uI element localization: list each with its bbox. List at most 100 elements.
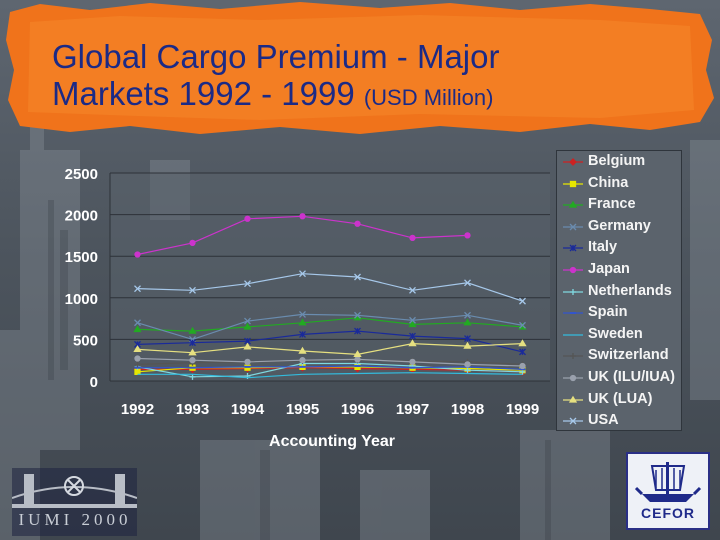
legend-label: China (588, 174, 629, 191)
y-tick-label: 0 (90, 374, 98, 391)
slide-title: Global Cargo Premium - Major Markets 199… (52, 38, 499, 116)
data-point (134, 319, 141, 327)
data-point (519, 348, 526, 356)
cefor-logo (626, 452, 710, 530)
series-line (137, 372, 523, 379)
title-line-2: Markets 1992 - 1999 (52, 75, 355, 112)
plot-area (110, 173, 550, 381)
data-point (408, 320, 417, 328)
data-point (299, 357, 306, 364)
legend-swatch (563, 288, 583, 295)
legend-item: Italy (557, 237, 681, 259)
data-point (134, 285, 141, 293)
data-point (134, 355, 141, 362)
data-point (134, 368, 141, 375)
legend-label: Germany (588, 217, 651, 234)
series-germany (134, 310, 526, 343)
data-point (463, 318, 472, 326)
series-italy (134, 327, 526, 356)
x-tick-label: 1993 (176, 401, 209, 418)
data-point (299, 213, 306, 220)
data-point (464, 311, 471, 319)
chart-legend: Belgium China France Germany Italy Japan Nethe… (556, 150, 682, 431)
series-line (137, 313, 523, 341)
data-point (189, 239, 196, 247)
series-sweden (137, 372, 523, 379)
legend-item: Netherlands (557, 281, 681, 303)
legend-swatch-marker (568, 395, 578, 403)
legend-item: Germany (557, 216, 681, 238)
data-point (354, 311, 361, 319)
legend-swatch (563, 334, 583, 336)
legend-item: France (557, 194, 681, 216)
legend-swatch (563, 244, 583, 252)
data-point (244, 215, 251, 222)
data-point (354, 327, 361, 335)
legend-swatch-marker (570, 353, 576, 360)
legend-item: UK (LUA) (557, 389, 681, 411)
legend-item: Belgium (557, 151, 681, 173)
legend-swatch (563, 223, 583, 231)
data-point (188, 348, 197, 356)
data-point (409, 234, 416, 242)
legend-label: Italy (588, 239, 618, 256)
data-point (519, 321, 526, 329)
y-tick-label: 500 (73, 332, 98, 349)
y-tick-label: 1500 (65, 249, 98, 266)
legend-label: Switzerland (588, 347, 669, 364)
legend-label: Belgium (588, 153, 646, 169)
data-point (243, 322, 252, 330)
legend-swatch (563, 353, 583, 360)
legend-swatch-marker (569, 158, 577, 166)
data-point (244, 358, 251, 366)
data-point (299, 270, 306, 278)
series-line (137, 342, 523, 356)
legend-swatch (563, 266, 583, 274)
legend-swatch (563, 200, 583, 208)
x-tick-label: 1998 (451, 401, 484, 418)
legend-swatch (563, 374, 583, 382)
data-point (409, 286, 416, 294)
x-tick-label: 1999 (506, 401, 539, 418)
data-point (409, 332, 416, 340)
data-point (133, 325, 142, 333)
legend-label: Spain (588, 304, 628, 321)
legend-swatch-marker (569, 244, 577, 252)
legend-label: USA (588, 412, 619, 429)
legend-swatch-marker (570, 288, 576, 295)
data-point (134, 251, 141, 258)
legend-swatch-marker (569, 417, 577, 425)
legend-swatch-marker (568, 200, 578, 208)
legend-item: Spain (557, 302, 681, 324)
y-tick-label: 2500 (65, 166, 98, 183)
cefor-logo-text: CEFOR (641, 505, 695, 521)
legend-item: Sweden (557, 324, 681, 346)
data-point (188, 326, 197, 334)
x-axis-title: Accounting Year (269, 433, 395, 450)
legend-label: UK (ILU/IUA) (588, 368, 675, 385)
legend-item: Switzerland (557, 345, 681, 367)
legend-label: Sweden (588, 325, 643, 342)
viking-ship-icon (634, 462, 702, 502)
data-point (243, 342, 252, 350)
data-point (298, 346, 307, 354)
data-point (464, 335, 471, 343)
series-line (137, 362, 523, 378)
series-line (137, 365, 523, 370)
legend-label: UK (LUA) (588, 390, 653, 407)
legend-item: UK (ILU/IUA) (557, 367, 681, 389)
x-tick-label: 1995 (286, 401, 319, 418)
data-point (464, 232, 471, 239)
series-usa (134, 270, 526, 305)
x-tick-label: 1996 (341, 401, 374, 418)
title-line-1: Global Cargo Premium - Major (52, 38, 500, 75)
x-tick-label: 1992 (121, 401, 154, 418)
data-point (409, 358, 416, 366)
series-line (137, 317, 523, 332)
legend-swatch-marker (569, 180, 577, 187)
legend-item: China (557, 173, 681, 195)
legend-swatch-marker (569, 374, 577, 382)
data-point (354, 356, 361, 363)
legend-item: Japan (557, 259, 681, 281)
